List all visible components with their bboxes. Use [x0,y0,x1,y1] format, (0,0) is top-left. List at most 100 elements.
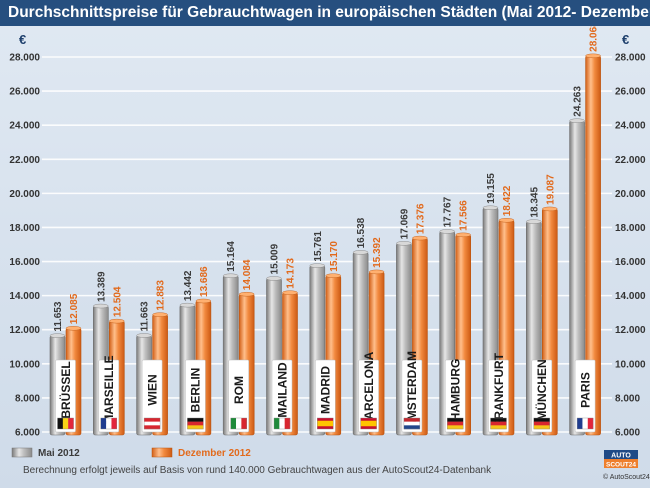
flag-stripe [284,418,291,429]
y-tick-label-right: 14.000 [615,291,646,302]
bar-cap [325,273,341,278]
flag-germany-icon [447,417,464,430]
bar-cap [498,218,515,223]
bar-cap [282,290,298,295]
bar-cap [526,219,542,224]
flag-austria-icon [143,417,161,430]
flag-stripe [279,418,285,429]
flag-border [187,417,204,430]
flag-italy-icon [230,417,247,430]
bar-chart: 11.653 12.085 13.389 12.504 11.663 12.883 13.4… [0,26,650,488]
flag-border [317,417,334,430]
flag-stripe [403,421,420,426]
y-tick-label-right: 8.000 [615,393,640,404]
flag-france-icon [576,417,594,430]
flag-belgium-icon [57,417,74,430]
flag-stripe [490,418,507,422]
city-label: FRANKFURT [492,352,506,427]
flag-stripe [317,420,334,427]
city-label: WIEN [145,374,159,405]
bar-cap [195,298,212,304]
y-unit-left: € [19,32,26,47]
city-label: MÜNCHEN [534,359,549,420]
y-tick-label-right: 6.000 [615,428,640,439]
flag-stripe [111,418,117,429]
city-card [531,359,553,433]
flag-stripe [447,421,464,426]
city-card [401,359,423,433]
y-tick-label-left: 22.000 [9,155,40,166]
y-tick-label-right: 26.000 [615,87,646,98]
flag-stripe [360,420,377,427]
bar-cap [152,312,168,317]
flag-stripe [490,421,507,426]
city-card [574,359,596,433]
value-label-mai-2012: 24.263 [573,86,584,117]
flag-border [576,417,594,430]
flag-stripe [533,418,550,422]
flag-stripe [533,421,550,426]
y-tick-label-left: 20.000 [9,189,40,200]
bar-labels: 11.653 12.085 13.389 12.504 11.663 12.883 13.4… [53,26,600,332]
value-label-mai-2012: 19.155 [486,173,497,204]
y-tick-label-left: 14.000 [9,291,40,302]
value-label-dezember-2012: 12.504 [112,286,123,317]
value-label-mai-2012: 11.653 [53,301,64,331]
value-label-dezember-2012: 14.084 [242,259,253,290]
legend-swatch-dezember-2012 [151,447,173,458]
y-tick-label-left: 18.000 [9,223,40,234]
value-label-dezember-2012: 15.392 [372,237,383,268]
bar-cap [309,263,325,268]
legend-label-mai-2012: Mai 2012 [38,448,80,459]
value-label-dezember-2012: 14.173 [286,258,297,289]
city-label: ROM [232,376,246,404]
y-tick-label-right: 10.000 [615,359,646,370]
copyright: © AutoScout24 [603,473,650,481]
value-label-mai-2012: 16.538 [356,217,367,248]
city-card [488,359,509,433]
logo-text-top: AUTO [611,453,631,460]
flag-stripe [62,418,69,429]
y-tick-label-left: 24.000 [9,121,40,132]
value-label-mai-2012: 18.345 [529,187,540,218]
city-label: AMSTERDAM [405,351,419,429]
flag-stripe [68,418,74,429]
bar-cap [542,206,558,212]
value-label-mai-2012: 15.761 [313,231,324,262]
city-label: BERLIN [189,368,203,413]
y-tick-label-right: 20.000 [615,189,646,200]
value-label-mai-2012: 17.767 [443,196,454,227]
flag-stripe [144,421,161,426]
flag-stripe [187,418,204,422]
value-label-dezember-2012: 18.422 [502,185,513,216]
bar-cap [179,302,196,308]
city-card [185,359,206,433]
flag-stripe [577,418,583,429]
flag-stripe [230,418,237,429]
flag-stripe [57,418,64,429]
city-card [141,359,163,433]
flag-border [533,417,550,430]
value-label-mai-2012: 13.442 [183,270,194,301]
flag-stripe [241,418,247,429]
y-unit-right: € [622,32,629,47]
flag-stripe [447,425,464,430]
flag-stripe [533,425,550,430]
logo-block-top [604,450,638,459]
city-card [98,359,120,433]
value-label-dezember-2012: 17.376 [415,203,426,234]
bar-cap [49,333,66,338]
bar-cap [222,273,239,278]
flag-germany-icon [533,417,550,430]
value-label-mai-2012: 15.009 [270,243,281,274]
bar-cap [482,205,499,210]
value-label-mai-2012: 15.164 [226,241,237,272]
city-label: MARSEILLE [102,355,116,424]
flag-stripe [447,418,464,422]
city-card [271,359,293,433]
flag-border [360,417,377,430]
y-tick-label-right: 12.000 [615,325,646,336]
chart-title: Durchschnittspreise für Gebrauchtwagen i… [0,0,650,26]
flag-netherlands-icon [403,417,421,430]
